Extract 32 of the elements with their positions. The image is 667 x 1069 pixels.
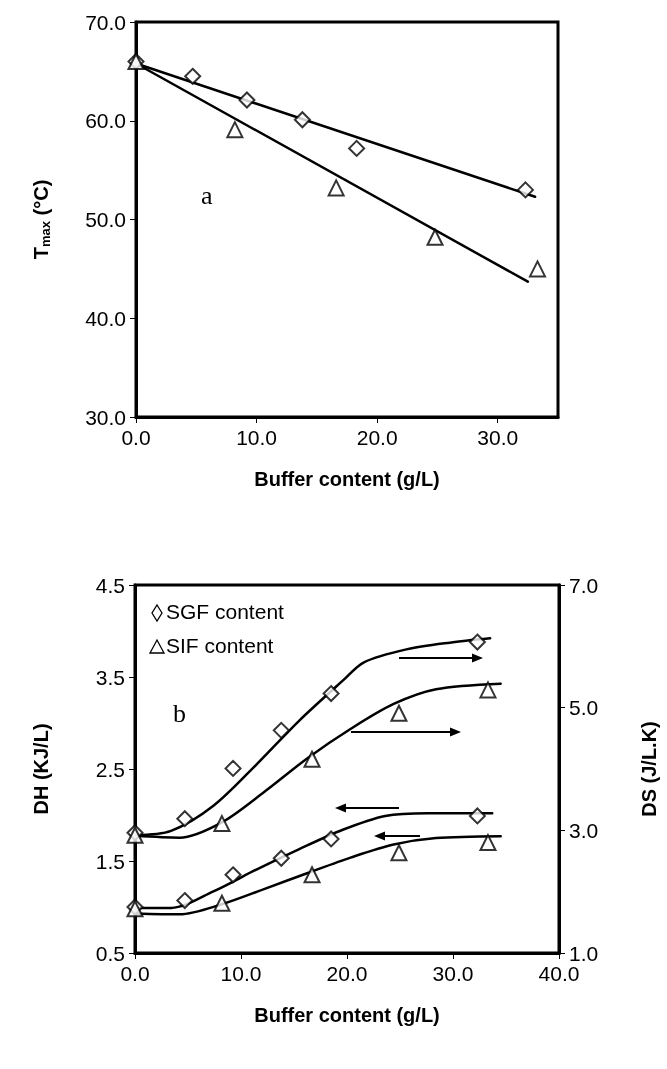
y-tick-label: 4.5 bbox=[95, 573, 125, 597]
x-tick-label: 40.0 bbox=[538, 962, 580, 985]
x-tick-label: 10.0 bbox=[220, 962, 262, 985]
x-tick-label: 0.0 bbox=[121, 426, 151, 449]
x-tick-label: 10.0 bbox=[236, 426, 278, 449]
y-axis-title: Tmax (°C) bbox=[29, 179, 53, 260]
legend-label: SIF content bbox=[166, 634, 274, 657]
y-tick-label: 40.0 bbox=[85, 306, 126, 330]
y-tick-label: 70.0 bbox=[85, 10, 126, 34]
y-tick-label: 30.0 bbox=[85, 405, 126, 429]
x-tick-label: 20.0 bbox=[326, 962, 368, 985]
x-tick-label: 20.0 bbox=[356, 426, 398, 449]
y2-tick-label: 1.0 bbox=[569, 941, 599, 965]
y-tick-label: 60.0 bbox=[85, 109, 126, 133]
y2-tick-label: 5.0 bbox=[569, 696, 599, 720]
y2-tick-label: 3.0 bbox=[569, 818, 599, 842]
annotation: b bbox=[173, 698, 186, 728]
x-tick-label: 30.0 bbox=[477, 426, 519, 449]
y-tick-label: 0.5 bbox=[95, 941, 125, 965]
y-tick-label: 2.5 bbox=[95, 757, 125, 781]
x-axis-title: Buffer content (g/L) bbox=[254, 468, 440, 490]
y-tick-label: 50.0 bbox=[85, 208, 126, 231]
y-tick-label: 1.5 bbox=[95, 849, 125, 873]
x-tick-label: 30.0 bbox=[432, 962, 474, 985]
legend-label: SGF content bbox=[166, 600, 285, 623]
x-axis-title: Buffer content (g/L) bbox=[254, 1004, 440, 1026]
y2-axis-title: DS (J/L.K) bbox=[638, 721, 660, 817]
y-tick-label: 3.5 bbox=[95, 665, 125, 689]
y-axis-title: DH (KJ/L) bbox=[30, 723, 52, 815]
x-tick-label: 0.0 bbox=[120, 962, 150, 985]
y2-tick-label: 7.0 bbox=[569, 573, 599, 597]
annotation: a bbox=[201, 180, 213, 210]
